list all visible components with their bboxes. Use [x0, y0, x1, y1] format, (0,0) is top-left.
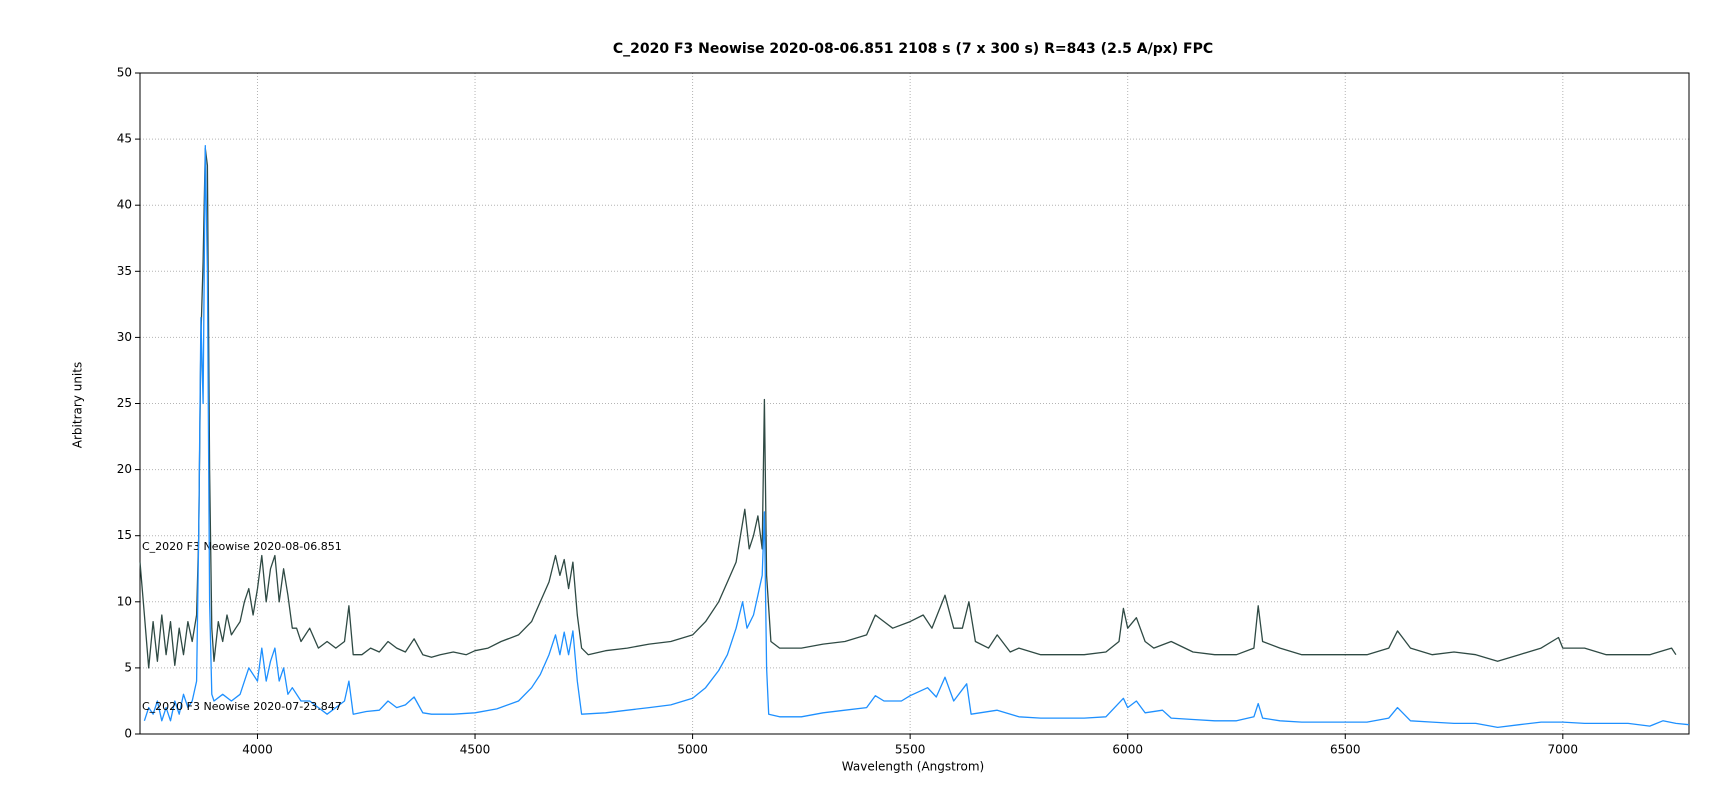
plot-frame: [139, 72, 1690, 735]
y-tick-label: 5: [124, 660, 132, 674]
x-tick-label: 4000: [242, 743, 273, 757]
y-tick-label: 40: [117, 198, 132, 212]
x-tick-label: 5000: [677, 743, 708, 757]
series-label: C_2020 F3 Neowise 2020-08-06.851: [142, 540, 342, 553]
y-tick-label: 30: [117, 330, 132, 344]
y-tick-label: 50: [117, 66, 132, 80]
y-tick-label: 10: [117, 594, 132, 608]
y-tick-label: 25: [117, 396, 132, 410]
chart-title: C_2020 F3 Neowise 2020-08-06.851 2108 s …: [613, 41, 1213, 57]
series-line: [143, 145, 1690, 729]
x-tick-label: 6000: [1112, 743, 1143, 757]
y-tick-label: 35: [117, 264, 132, 278]
x-tick-label: 7000: [1548, 743, 1579, 757]
x-tick-label: 6500: [1330, 743, 1361, 757]
x-axis-label: Wavelength (Angstrom): [842, 760, 984, 774]
series-line: [139, 147, 1677, 669]
y-axis-label: Arbitrary units: [71, 362, 85, 448]
x-tick-label: 5500: [895, 743, 926, 757]
series-label: C_2020 F3 Neowise 2020-07-23.847: [142, 700, 342, 713]
y-tick-label: 15: [117, 528, 132, 542]
x-tick-label: 4500: [460, 743, 491, 757]
y-tick-label: 0: [124, 727, 132, 741]
y-tick-label: 45: [117, 132, 132, 146]
y-tick-label: 20: [117, 462, 132, 476]
